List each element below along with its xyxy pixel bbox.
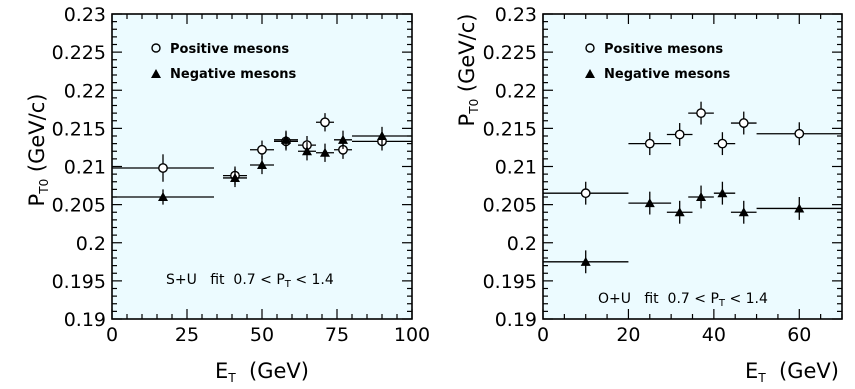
data-point-negative [674,207,685,217]
y-tick-labels: 0.19 0.195 0.2 0.205 0.21 0.215 0.22 0.225 0.23 [52,4,106,331]
legend-marker-negative [585,69,595,78]
data-point-positive [696,108,706,119]
panel-o-u: 0.190.1950.20.2050.210.2150.220.2250.23 … [455,4,843,385]
x-tick-label: 75 [325,324,349,346]
legend-label-positive: Positive mesons [604,42,723,57]
data-point-negative [158,192,168,201]
data-point-negative [794,203,805,213]
annotation: S+U fit 0.7 < PT < 1.4 [166,272,334,290]
y-tick-label: 0.215 [52,118,106,140]
y-tick-label: 0.21 [64,157,106,179]
x-tick-label: 25 [175,324,199,346]
panel-s-u: 0.190.1950.20.2050.210.2150.220.2250.23 … [25,4,430,385]
plot-area [542,13,843,320]
y-tick-label: 0.225 [52,42,106,64]
legend-label-negative: Negative mesons [170,67,297,82]
legend-marker-positive [585,43,595,53]
legend-label-negative: Negative mesons [604,67,731,82]
y-tick-label: 0.195 [52,271,106,293]
data-point-negative [696,192,707,201]
y-axis-title: PT0 (GeV/c) [455,14,481,127]
y-tick-label: 0.215 [483,118,537,140]
y-tick-label: 0.225 [483,42,537,64]
x-tick-label: 20 [616,324,640,346]
data-point-positive [580,188,591,199]
x-axis-title: ET (GeV) [745,359,839,385]
legend: Positive mesons Negative mesons [151,42,297,82]
data-point-negative [717,188,728,198]
y-tick-label: 0.21 [495,157,537,179]
data-point-negative [338,134,348,144]
x-tick-labels: 0 25 50 75 100 [106,324,430,346]
annotation: O+U fit 0.7 < PT < 1.4 [598,291,768,309]
data-point-negative [738,207,749,217]
data-point-negative [257,159,267,169]
data-point-negative [580,256,591,266]
y-tick-label: 0.23 [64,4,106,26]
data-point-negative [320,147,330,157]
x-tick-label: 50 [250,324,274,346]
y-tick-labels: 0.19 0.195 0.2 0.205 0.21 0.215 0.22 0.225 0.23 [483,4,537,331]
y-tick-label: 0.2 [76,233,106,255]
y-tick-label: 0.205 [483,195,537,217]
data-point-negative [302,146,312,156]
y-tick-label: 0.19 [64,309,106,331]
y-tick-label: 0.19 [495,309,537,331]
data-point-negative [230,172,240,182]
data-point-positive [738,118,749,128]
y-tick-label: 0.205 [52,195,106,217]
y-axis-title: PT0 (GeV/c) [25,94,51,207]
axis-ticks [111,13,413,320]
data-point-positive [674,129,685,140]
x-tick-label: 60 [787,324,811,346]
legend-label-positive: Positive mesons [170,42,289,57]
data-marks [543,101,842,274]
data-point-positive [644,138,655,149]
y-tick-label: 0.2 [507,233,537,255]
axis-ticks [542,13,843,320]
legend: Positive mesons Negative mesons [585,42,731,82]
data-point-positive [257,144,267,155]
x-axis-title: ET (GeV) [215,359,309,385]
x-tick-label: 0 [537,324,549,346]
y-tick-label: 0.22 [495,80,537,102]
data-point-positive [717,138,728,149]
legend-marker-negative [151,69,161,78]
data-marks [112,113,412,205]
data-point-negative [377,131,387,140]
y-tick-label: 0.195 [483,271,537,293]
x-tick-label: 0 [106,324,118,346]
y-tick-label: 0.23 [495,4,537,26]
data-point-negative [644,198,655,208]
legend-marker-positive [151,43,161,53]
x-tick-label: 100 [394,324,430,346]
y-tick-label: 0.22 [64,80,106,102]
x-tick-labels: 0 20 40 60 [537,324,811,346]
data-point-negative [281,134,291,144]
x-tick-label: 40 [702,324,726,346]
data-point-positive [158,163,168,173]
data-point-positive [320,117,330,128]
data-point-positive [794,128,805,139]
